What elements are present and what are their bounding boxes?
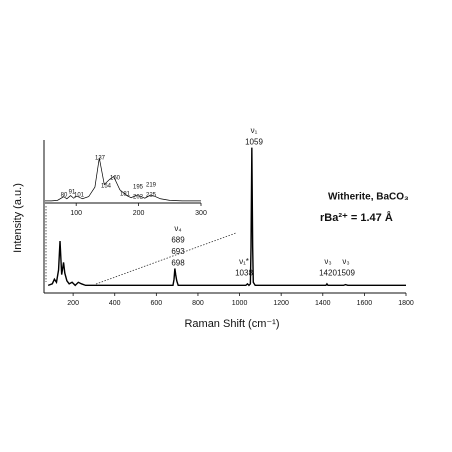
inset-peak-label: 160 bbox=[110, 176, 121, 182]
x-tick-label: 400 bbox=[109, 300, 121, 307]
inset-peak-label: 91 bbox=[69, 190, 76, 196]
mineral-name: Witherite, BaCO₃ bbox=[328, 192, 409, 203]
x-tick-label: 1800 bbox=[398, 300, 414, 307]
x-tick-label: 300 bbox=[195, 210, 207, 217]
zoom-guide bbox=[95, 232, 237, 285]
peak-label: ν₄ bbox=[174, 224, 181, 233]
inset-peak-label: 202 bbox=[133, 195, 144, 201]
x-axis-title: Raman Shift (cm⁻¹) bbox=[184, 318, 279, 330]
x-tick-label: 100 bbox=[70, 210, 82, 217]
peak-label: 1509 bbox=[337, 269, 355, 278]
x-tick-label: 1000 bbox=[232, 300, 248, 307]
inset-peak-label: 219 bbox=[146, 183, 157, 189]
x-tick-label: 200 bbox=[67, 300, 79, 307]
peak-label: 1059 bbox=[245, 138, 263, 147]
x-tick-label: 1200 bbox=[273, 300, 289, 307]
ionic-radius: rBa²⁺ = 1.47 Å bbox=[320, 211, 393, 224]
inset-peak-label: 101 bbox=[74, 193, 85, 199]
peak-label: 1420 bbox=[319, 269, 337, 278]
peak-label: ν₃ bbox=[324, 257, 331, 266]
peak-label: 693 bbox=[171, 247, 185, 256]
peak-label: ν₁ bbox=[251, 126, 258, 135]
inset-peak-label: 195 bbox=[133, 185, 144, 191]
inset-peak-label: 181 bbox=[120, 192, 131, 198]
peak-label: ν₁* bbox=[239, 257, 249, 266]
spectrum bbox=[45, 157, 201, 202]
x-tick-label: 200 bbox=[133, 210, 145, 217]
y-axis-title: Intensity (a.u.) bbox=[12, 183, 24, 253]
inset-peak-label: 137 bbox=[95, 156, 106, 162]
x-tick-label: 600 bbox=[151, 300, 163, 307]
inset-peak-label: 154 bbox=[101, 184, 112, 190]
inset-peak-label: 225 bbox=[146, 193, 157, 199]
spectrum bbox=[47, 147, 406, 287]
peak-label: 1038 bbox=[235, 269, 253, 278]
peak-label: 698 bbox=[171, 259, 185, 268]
peak-label: ν₃ bbox=[342, 257, 349, 266]
x-tick-label: 800 bbox=[192, 300, 204, 307]
x-tick-label: 1600 bbox=[357, 300, 373, 307]
inset-peak-label: 80 bbox=[61, 193, 68, 199]
peak-label: 689 bbox=[171, 236, 185, 245]
x-tick-label: 1400 bbox=[315, 300, 331, 307]
